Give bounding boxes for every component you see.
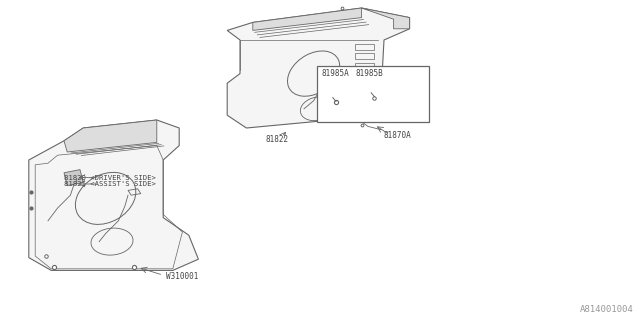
Polygon shape [362,8,410,29]
Text: 81822: 81822 [266,135,289,144]
Text: 81985B: 81985B [355,69,383,78]
Polygon shape [227,8,410,128]
Polygon shape [253,8,362,30]
Bar [355,63,374,69]
Text: W310001: W310001 [166,272,199,281]
Text: 81820 <DRIVER'S SIDE>: 81820 <DRIVER'S SIDE> [64,175,156,180]
Bar [355,53,374,59]
Text: 81870A: 81870A [384,132,412,140]
Text: A814001004: A814001004 [580,305,634,314]
Text: 81985A: 81985A [321,69,349,78]
Polygon shape [29,120,198,270]
Bar [355,44,374,50]
Polygon shape [64,170,83,186]
Text: 81821 <ASSIST'S SIDE>: 81821 <ASSIST'S SIDE> [64,181,156,187]
Polygon shape [64,120,157,152]
Bar [317,66,429,122]
